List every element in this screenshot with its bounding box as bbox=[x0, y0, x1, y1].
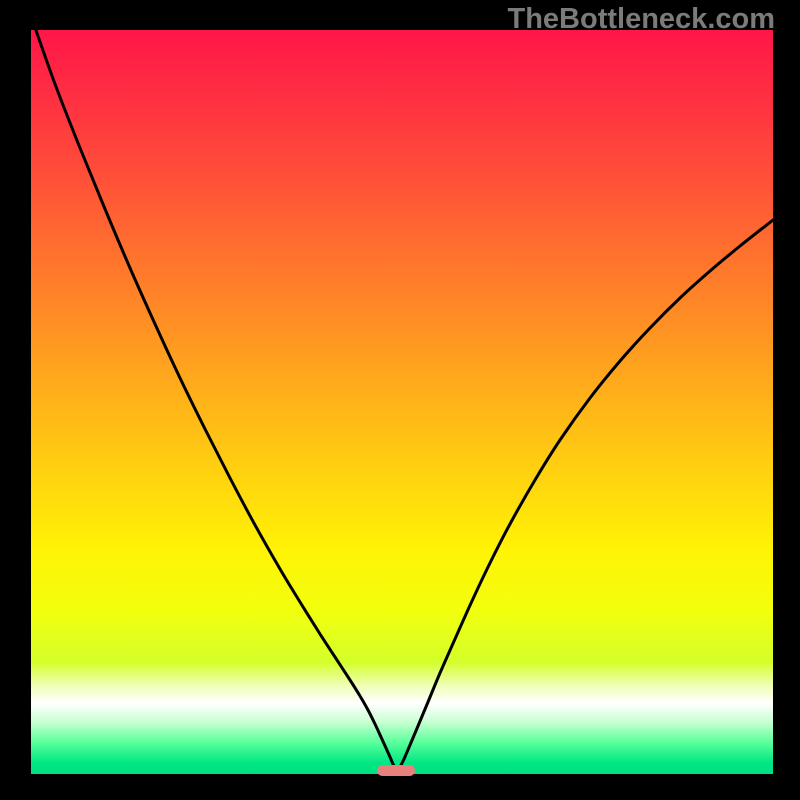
bottleneck-curve bbox=[31, 30, 773, 771]
curve-layer bbox=[31, 30, 773, 774]
plot-area bbox=[31, 30, 773, 774]
watermark-text: TheBottleneck.com bbox=[508, 3, 776, 36]
optimum-marker bbox=[377, 765, 415, 776]
chart-container: { "canvas": { "width": 800, "height": 80… bbox=[0, 0, 800, 800]
